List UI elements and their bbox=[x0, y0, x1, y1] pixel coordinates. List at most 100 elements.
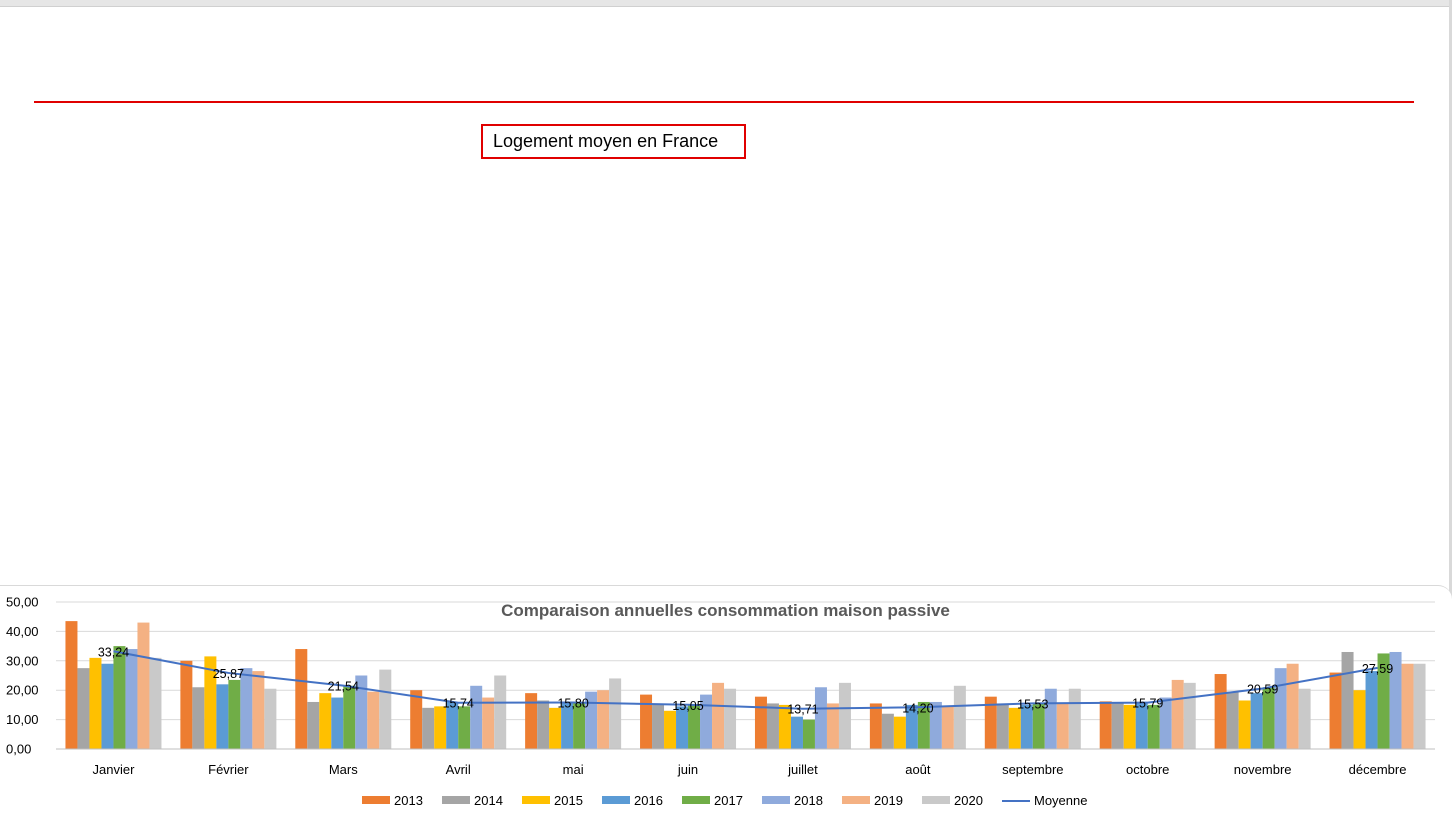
bar-2020[interactable] bbox=[838, 682, 851, 749]
bar-2018[interactable] bbox=[814, 687, 827, 749]
bar-2019[interactable] bbox=[1171, 679, 1184, 749]
bar-2015[interactable] bbox=[1238, 700, 1251, 749]
bar-2015[interactable] bbox=[434, 706, 447, 749]
bar-2016[interactable] bbox=[446, 701, 459, 749]
bar-2019[interactable] bbox=[941, 706, 954, 749]
legend-label[interactable]: 2013 bbox=[394, 793, 423, 808]
legend-label[interactable]: 2015 bbox=[554, 793, 583, 808]
bar-2013[interactable] bbox=[754, 696, 767, 749]
bar-2016[interactable] bbox=[1020, 704, 1033, 749]
bar-2017[interactable] bbox=[802, 719, 815, 749]
bar-2016[interactable] bbox=[1250, 693, 1263, 749]
bar-2015[interactable] bbox=[1123, 704, 1136, 749]
bar-2020[interactable] bbox=[724, 688, 737, 749]
bar-2015[interactable] bbox=[1008, 707, 1021, 749]
bar-2015[interactable] bbox=[778, 704, 791, 749]
bar-2017[interactable] bbox=[113, 646, 126, 749]
bar-2014[interactable] bbox=[766, 703, 779, 749]
bar-2017[interactable] bbox=[1377, 653, 1390, 749]
bar-2016[interactable] bbox=[790, 716, 803, 749]
bar-2013[interactable] bbox=[410, 690, 423, 749]
bar-2016[interactable] bbox=[905, 704, 918, 749]
bar-2018[interactable] bbox=[470, 685, 483, 749]
legend-label[interactable]: 2020 bbox=[954, 793, 983, 808]
bar-2019[interactable] bbox=[1056, 703, 1069, 749]
bar-2020[interactable] bbox=[1183, 682, 1196, 749]
bar-2018[interactable] bbox=[240, 668, 253, 749]
bar-2017[interactable] bbox=[1262, 687, 1275, 749]
bar-2019[interactable] bbox=[1401, 663, 1414, 749]
bar-2020[interactable] bbox=[149, 657, 162, 749]
bar-2019[interactable] bbox=[482, 697, 495, 749]
bar-2017[interactable] bbox=[228, 679, 241, 749]
bar-2015[interactable] bbox=[893, 716, 906, 749]
bar-2016[interactable] bbox=[216, 684, 229, 749]
bar-2016[interactable] bbox=[676, 706, 689, 749]
bar-2013[interactable] bbox=[295, 649, 308, 749]
bar-2018[interactable] bbox=[1389, 651, 1402, 749]
average-line[interactable] bbox=[113, 650, 1378, 710]
bar-2013[interactable] bbox=[1099, 701, 1112, 749]
bar-2018[interactable] bbox=[929, 701, 942, 749]
bar-2014[interactable] bbox=[1341, 651, 1354, 749]
bar-2014[interactable] bbox=[77, 668, 90, 749]
bar-2020[interactable] bbox=[953, 685, 966, 749]
bar-2014[interactable] bbox=[422, 707, 435, 749]
legend-label[interactable]: 2016 bbox=[634, 793, 663, 808]
bar-2013[interactable] bbox=[525, 693, 538, 749]
bar-2020[interactable] bbox=[1068, 688, 1081, 749]
bar-2013[interactable] bbox=[869, 703, 882, 749]
bar-2015[interactable] bbox=[549, 707, 562, 749]
legend-label[interactable]: 2018 bbox=[794, 793, 823, 808]
bar-2019[interactable] bbox=[252, 671, 265, 749]
bar-2018[interactable] bbox=[1274, 668, 1287, 749]
bar-2017[interactable] bbox=[573, 703, 586, 749]
bar-2018[interactable] bbox=[700, 694, 713, 749]
bar-2013[interactable] bbox=[65, 621, 78, 749]
bar-2020[interactable] bbox=[609, 678, 622, 749]
bar-2020[interactable] bbox=[494, 675, 507, 750]
bar-2014[interactable] bbox=[881, 713, 894, 749]
bar-2020[interactable] bbox=[1413, 663, 1426, 749]
bar-2017[interactable] bbox=[1032, 703, 1045, 749]
bar-2015[interactable] bbox=[1353, 690, 1366, 749]
bar-2019[interactable] bbox=[597, 690, 610, 749]
bar-2015[interactable] bbox=[89, 657, 102, 749]
bar-2019[interactable] bbox=[367, 691, 380, 749]
bar-2018[interactable] bbox=[585, 691, 598, 749]
bar-2014[interactable] bbox=[1111, 703, 1124, 749]
bar-2020[interactable] bbox=[1298, 688, 1311, 749]
bar-2017[interactable] bbox=[458, 706, 471, 749]
bar-2018[interactable] bbox=[1159, 697, 1172, 749]
bar-2015[interactable] bbox=[204, 656, 217, 749]
bar-chart[interactable]: 33,24 25,87 21,54 15,74 15,80 15,05 13,71 14,20… bbox=[0, 586, 1452, 817]
bar-2017[interactable] bbox=[688, 704, 701, 749]
bar-2014[interactable] bbox=[996, 703, 1009, 749]
legend-label[interactable]: Moyenne bbox=[1034, 793, 1087, 808]
bar-2019[interactable] bbox=[826, 703, 839, 749]
bar-2017[interactable] bbox=[343, 685, 356, 749]
bar-2014[interactable] bbox=[537, 700, 550, 749]
bar-2015[interactable] bbox=[664, 710, 677, 749]
bar-2016[interactable] bbox=[561, 703, 574, 749]
bar-2013[interactable] bbox=[180, 660, 193, 749]
bar-2013[interactable] bbox=[640, 694, 653, 749]
bar-2016[interactable] bbox=[101, 663, 114, 749]
legend-label[interactable]: 2014 bbox=[474, 793, 503, 808]
bar-2020[interactable] bbox=[264, 688, 277, 749]
chart-area[interactable]: 33,24 25,87 21,54 15,74 15,80 15,05 13,71 14,20… bbox=[0, 585, 1452, 817]
bar-2018[interactable] bbox=[355, 675, 368, 750]
legend-label[interactable]: 2019 bbox=[874, 793, 903, 808]
bar-2014[interactable] bbox=[1226, 691, 1239, 749]
bar-2017[interactable] bbox=[917, 701, 930, 749]
bar-2013[interactable] bbox=[1214, 674, 1227, 749]
bar-2017[interactable] bbox=[1147, 704, 1160, 749]
bar-2013[interactable] bbox=[984, 696, 997, 749]
bar-2019[interactable] bbox=[137, 622, 150, 749]
bar-2016[interactable] bbox=[331, 697, 344, 749]
bar-2014[interactable] bbox=[307, 701, 320, 749]
bar-2014[interactable] bbox=[192, 687, 205, 749]
bar-2015[interactable] bbox=[319, 693, 332, 749]
bar-2016[interactable] bbox=[1365, 671, 1378, 749]
page-title-box[interactable]: Logement moyen en France bbox=[481, 124, 746, 159]
